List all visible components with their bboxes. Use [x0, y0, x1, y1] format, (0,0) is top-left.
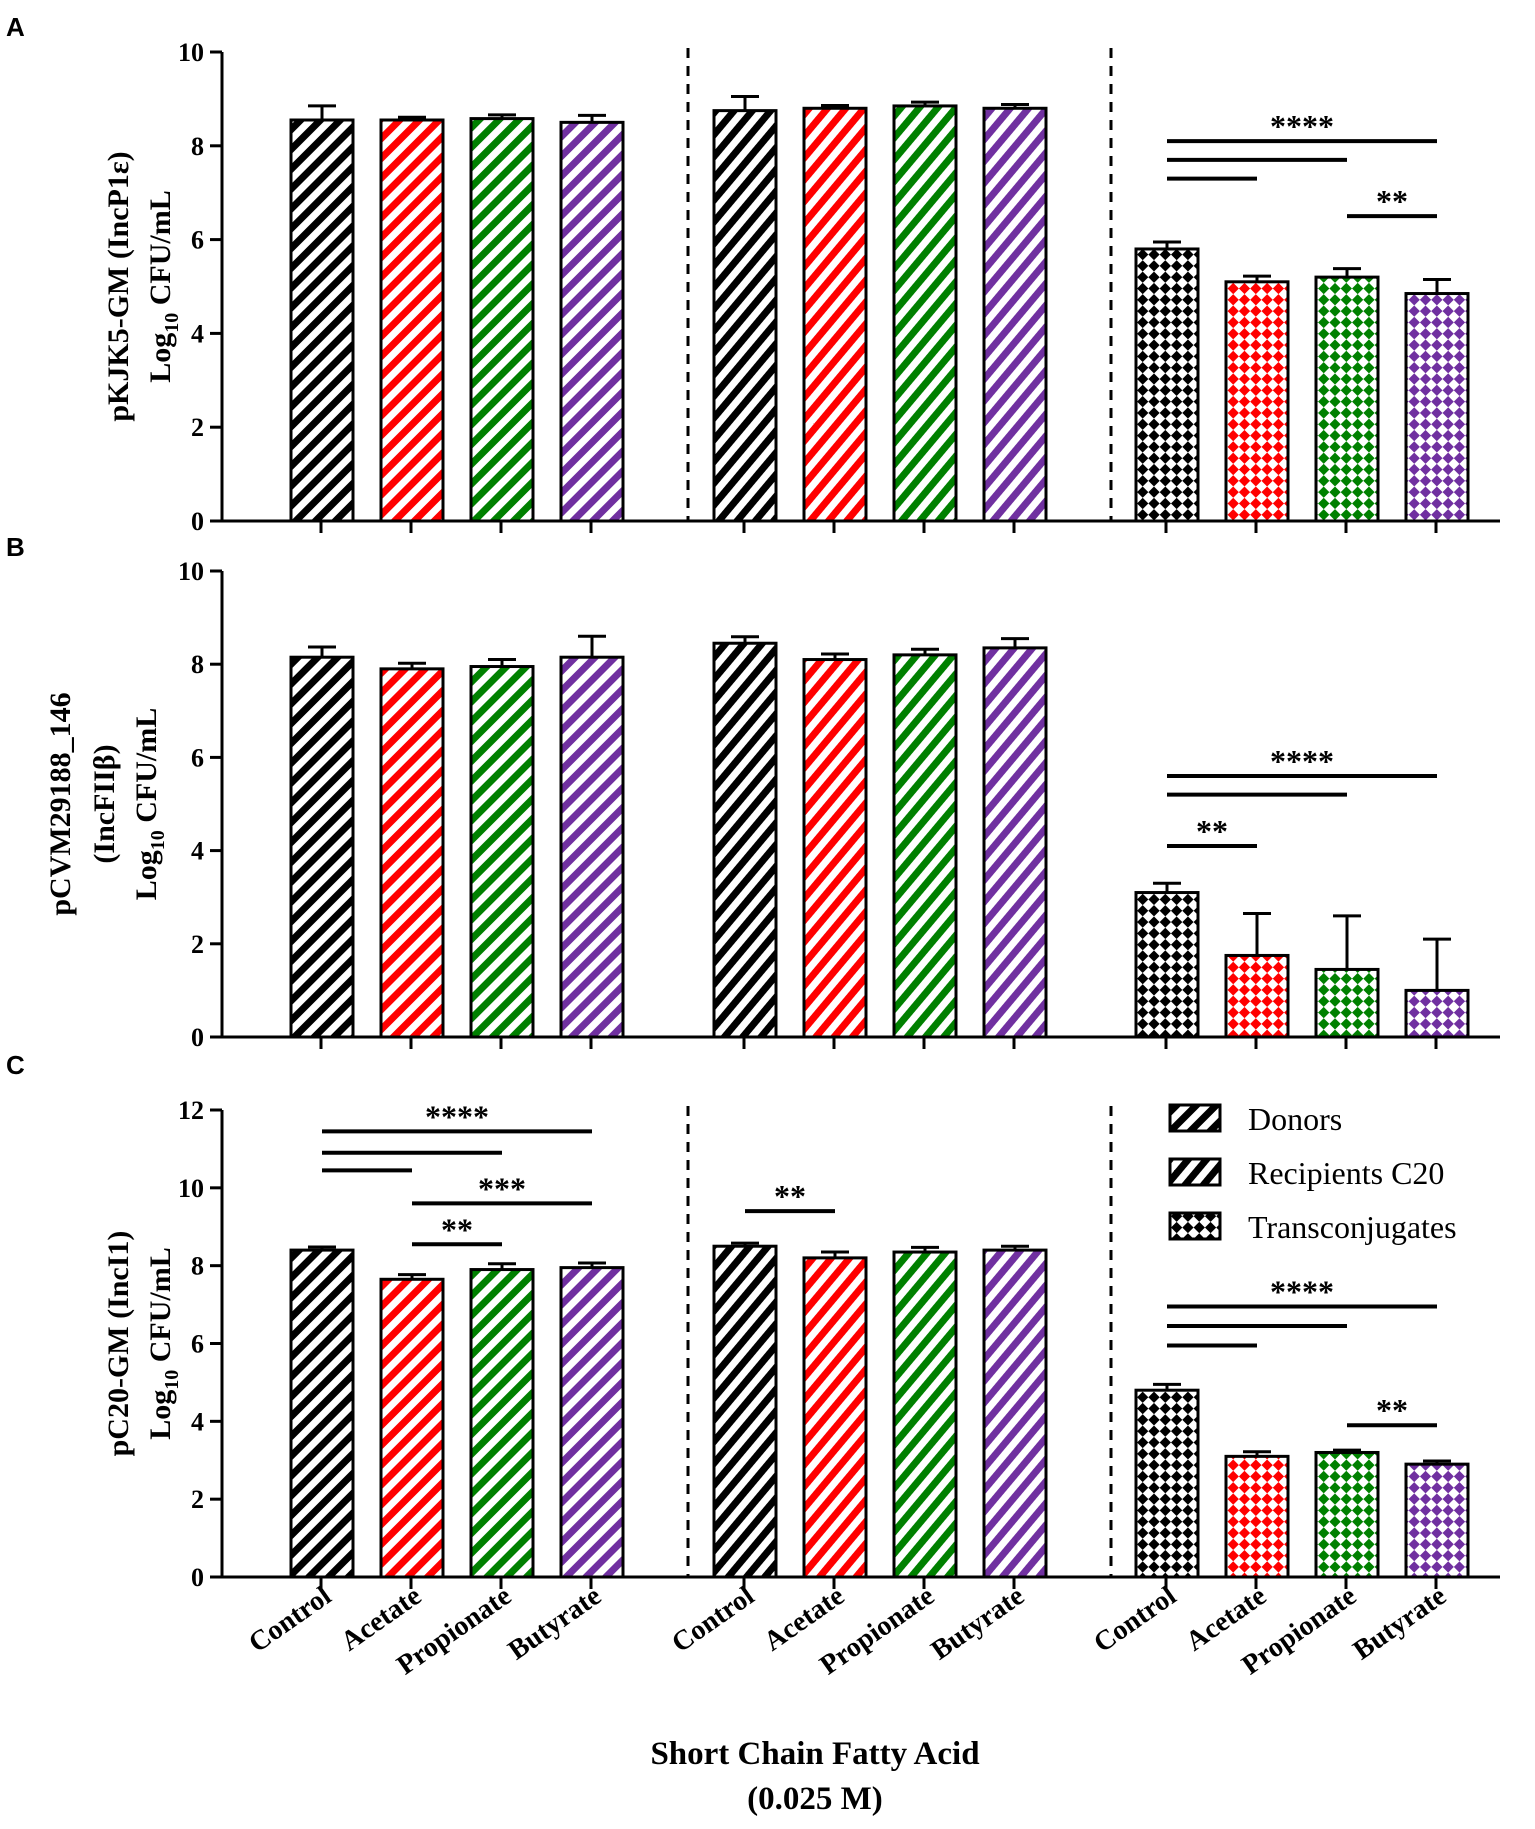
y-tick-label: 2 [191, 413, 204, 442]
x-tick-label-control: Control [666, 1580, 760, 1659]
bar-C-recipients-c20-propionate [892, 1250, 958, 1579]
y-axis-unit: Log10 CFU/mL [144, 1247, 183, 1440]
y-axis-label-line: pKJK5-GM (IncP1ε) [102, 151, 135, 421]
significance-label: **** [1270, 108, 1334, 144]
x-axis-title-line1: Short Chain Fatty Acid [650, 1736, 979, 1772]
y-tick-label: 8 [191, 1252, 204, 1281]
y-tick-label: 4 [191, 319, 204, 348]
legend-label: Recipients C20 [1248, 1155, 1444, 1191]
panel-letter: C [6, 1050, 25, 1080]
y-tick-label: 0 [191, 1023, 204, 1052]
y-axis-unit: Log10 CFU/mL [130, 708, 169, 901]
x-tick-label-butyrate: Butyrate [926, 1580, 1030, 1666]
x-axis-title-line2: (0.025 M) [747, 1781, 883, 1817]
bar-A-transconjugates-acetate [1224, 280, 1290, 523]
significance-label: **** [425, 1098, 489, 1134]
significance-label: ** [1196, 813, 1228, 849]
bar-B-recipients-c20-butyrate [982, 646, 1048, 1039]
bar-C-transconjugates-acetate [1224, 1454, 1290, 1579]
legend-swatch [1168, 1157, 1222, 1187]
bar-B-transconjugates-propionate [1314, 967, 1380, 1039]
bar-C-donors-propionate [469, 1268, 535, 1579]
bar-B-donors-acetate [379, 667, 445, 1039]
significance-label: ** [774, 1178, 806, 1214]
panel-B: B 0 2 4 6 8 10 pCVM29188_146 (IncFIIβ) Log10 CFU/… [6, 532, 1500, 1052]
y-tick-label: 10 [178, 1174, 204, 1203]
significance-label: *** [478, 1170, 526, 1206]
bar-A-transconjugates-control [1134, 247, 1200, 523]
x-tick-label-butyrate: Butyrate [1348, 1580, 1452, 1666]
y-axis-label-line: pCVM29188_146 [44, 692, 77, 915]
significance-label: **** [1270, 743, 1334, 779]
bar-C-recipients-c20-butyrate [982, 1248, 1048, 1579]
bar-A-recipients-c20-acetate [802, 106, 868, 523]
y-tick-label: 12 [178, 1096, 204, 1125]
bar-A-donors-acetate [379, 118, 445, 523]
bar-B-transconjugates-control [1134, 891, 1200, 1039]
y-tick-label: 4 [191, 1407, 204, 1436]
y-tick-label: 6 [191, 226, 204, 255]
bar-A-recipients-c20-control [712, 109, 778, 523]
legend-swatch [1168, 1211, 1222, 1241]
y-tick-label: 8 [191, 132, 204, 161]
bar-B-transconjugates-butyrate [1404, 988, 1470, 1039]
y-axis-label-line: (IncFIIβ) [88, 744, 121, 863]
y-axis-label: pC20-GM (IncI1) Log10 CFU/mL [102, 1231, 183, 1457]
bar-B-transconjugates-acetate [1224, 953, 1290, 1039]
bar-B-donors-butyrate [559, 655, 625, 1039]
panel-letter: A [6, 12, 25, 42]
y-axis-unit: Log10 CFU/mL [144, 190, 183, 383]
bar-B-recipients-c20-control [712, 641, 778, 1039]
bar-C-donors-control [289, 1248, 355, 1579]
bar-A-recipients-c20-butyrate [982, 106, 1048, 523]
x-tick-label-control: Control [1088, 1580, 1182, 1659]
y-tick-label: 10 [178, 557, 204, 586]
bar-A-recipients-c20-propionate [892, 104, 958, 523]
legend-label: Transconjugates [1248, 1209, 1457, 1245]
y-tick-label: 10 [178, 38, 204, 67]
bar-C-donors-butyrate [559, 1266, 625, 1579]
panel-letter: B [6, 532, 25, 562]
y-tick-label: 0 [191, 1563, 204, 1592]
bar-A-transconjugates-butyrate [1404, 292, 1470, 523]
y-tick-label: 4 [191, 837, 204, 866]
bar-C-recipients-c20-acetate [802, 1256, 868, 1579]
bar-B-donors-propionate [469, 665, 535, 1039]
y-tick-label: 2 [191, 1485, 204, 1514]
x-tick-label-butyrate: Butyrate [503, 1580, 607, 1666]
bar-C-recipients-c20-control [712, 1244, 778, 1579]
legend: Donors Recipients C20 Transconjugates [1168, 1101, 1457, 1245]
significance-label: ** [1376, 183, 1408, 219]
bar-B-recipients-c20-propionate [892, 653, 958, 1039]
y-tick-label: 6 [191, 1330, 204, 1359]
significance-label: **** [1270, 1274, 1334, 1310]
significance-label: ** [441, 1211, 473, 1247]
y-tick-label: 0 [191, 507, 204, 536]
y-axis-label: pKJK5-GM (IncP1ε) Log10 CFU/mL [102, 151, 183, 421]
y-tick-label: 6 [191, 743, 204, 772]
bar-C-transconjugates-propionate [1314, 1450, 1380, 1579]
y-axis-label-line: pC20-GM (IncI1) [102, 1231, 135, 1457]
bar-C-transconjugates-control [1134, 1388, 1200, 1579]
bar-A-transconjugates-propionate [1314, 275, 1380, 523]
significance-label: ** [1376, 1392, 1408, 1428]
bar-A-donors-butyrate [559, 120, 625, 523]
bar-A-donors-control [289, 118, 355, 523]
bar-C-transconjugates-butyrate [1404, 1462, 1470, 1579]
legend-label: Donors [1248, 1101, 1342, 1137]
bar-C-donors-acetate [379, 1277, 445, 1579]
x-tick-label-control: Control [243, 1580, 337, 1659]
y-axis-label: pCVM29188_146 (IncFIIβ) Log10 CFU/mL [44, 692, 169, 915]
legend-swatch [1168, 1103, 1222, 1133]
y-tick-label: 2 [191, 930, 204, 959]
y-tick-label: 8 [191, 650, 204, 679]
bar-A-donors-propionate [469, 117, 535, 523]
bar-B-recipients-c20-acetate [802, 658, 868, 1039]
bar-B-donors-control [289, 655, 355, 1039]
